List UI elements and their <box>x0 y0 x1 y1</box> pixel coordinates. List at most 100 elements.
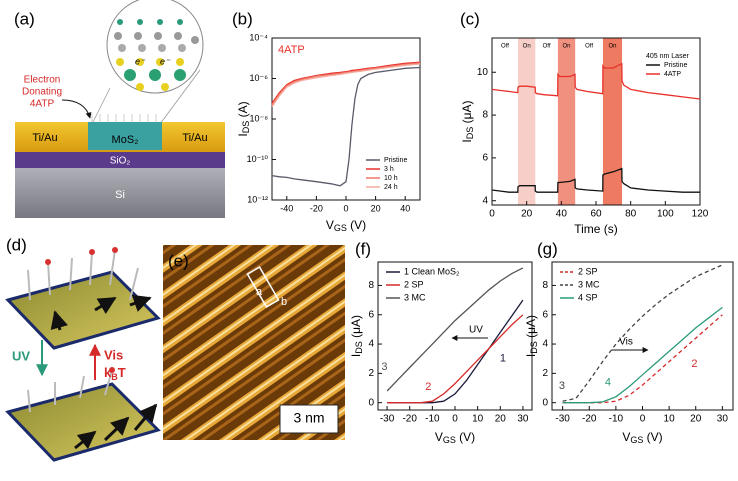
y-axis-label: IDS (μA) <box>460 100 475 142</box>
legend-title: 405 nm Laser <box>646 53 689 60</box>
series-line <box>562 314 723 404</box>
chart-title: 4ATP <box>278 44 305 56</box>
y-tick-label: 6 <box>482 153 488 164</box>
y-tick-label: 10⁻⁴ <box>249 32 268 42</box>
region-label: On <box>563 44 571 50</box>
x-tick-label: -30 <box>555 414 570 425</box>
layer-label: Ti/Au <box>32 132 57 144</box>
series-line <box>491 62 701 100</box>
laser-region <box>602 38 622 205</box>
panel-label: (f) <box>355 239 371 258</box>
scale-box <box>279 404 339 434</box>
y-tick-label: 10 <box>477 67 489 78</box>
y-axis-label: IDS (A) <box>236 101 251 136</box>
x-tick-label: 0 <box>640 414 646 425</box>
panel-d: (d) UV Vis kBT <box>5 235 161 462</box>
series-line <box>562 264 723 402</box>
x-tick-label: -20 <box>402 414 417 425</box>
series-line <box>387 314 524 404</box>
x-axis-label: VGS (V) <box>326 218 366 233</box>
y-tick-label: 2 <box>368 368 374 379</box>
panel-label: (a) <box>14 9 35 28</box>
curve-label: 1 <box>500 352 506 364</box>
x-axis-label-part: (V) <box>347 218 366 232</box>
chart: (b) -40 -20 0 20 40 10⁻¹² 10⁻¹⁰ 10⁻⁸ 10⁻⁶ 10⁻⁴ VGS … <box>232 9 421 233</box>
x-axis-label-part: GS <box>334 223 347 233</box>
series-line <box>271 62 421 106</box>
x-axis-label-part: V <box>622 430 630 444</box>
line-profile-box <box>246 266 280 308</box>
electron-label: e⁻ <box>160 56 171 66</box>
y-axis-label-part: I <box>460 139 474 142</box>
x-tick-label: 20 <box>495 414 507 425</box>
x-tick-label: 40 <box>400 203 410 213</box>
y-axis-label-part: DS <box>241 121 251 134</box>
curve-label: 2 <box>691 358 697 370</box>
x-axis-label: VGS (V) <box>435 430 475 445</box>
x-tick-label: 100 <box>657 209 674 220</box>
zoom-line <box>159 69 201 125</box>
x-tick-label: 60 <box>590 209 602 220</box>
region-label: On <box>523 44 531 50</box>
legend-label: 3 MC <box>578 279 600 289</box>
x-axis-label: Time (s) <box>574 222 618 236</box>
series-line <box>386 267 524 392</box>
uv-label: UV <box>12 348 30 363</box>
x-axis-label-part: (V) <box>643 430 662 444</box>
y-axis-label-part: (μA) <box>349 315 363 341</box>
annotation: UV <box>469 325 483 336</box>
y-tick-label: 0 <box>542 397 548 408</box>
molecules <box>27 249 139 413</box>
layer-label: MoS₂ <box>112 134 139 146</box>
region-label: Off <box>543 44 551 50</box>
plot-frame <box>271 37 421 201</box>
legend-label: 3 h <box>384 166 394 173</box>
series-line <box>271 63 421 108</box>
y-axis-label-part: (μA) <box>524 315 538 341</box>
y-tick-label: 4 <box>542 339 548 350</box>
legend-label: 2 SP <box>404 279 424 289</box>
y-tick-label: 2 <box>542 368 548 379</box>
annotation: Vis <box>619 337 633 348</box>
legend-label: 10 h <box>384 175 398 182</box>
y-axis-label-part: DS <box>465 127 475 140</box>
x-tick-label: -20 <box>582 414 597 425</box>
x-tick-label: -20 <box>310 203 323 213</box>
layer-label: SiO₂ <box>110 156 131 167</box>
legend-label: 24 h <box>384 184 398 191</box>
scale-label: 3 nm <box>293 410 324 426</box>
y-tick-label: 6 <box>368 309 374 320</box>
x-tick-label: 20 <box>521 209 533 220</box>
chart: (c) Off On Off On Off On 0 20 40 60 80 100 120 4 6 8 10 Ti… <box>460 9 709 236</box>
x-axis-label: VGS (V) <box>622 430 662 445</box>
legend-label: 4ATP <box>664 71 681 78</box>
molecules <box>91 114 157 122</box>
y-axis-label-part: DS <box>529 341 539 354</box>
curve-label: 2 <box>425 381 431 393</box>
point-label: b <box>281 296 287 308</box>
panel-a: (a) e⁻ e⁻ Electron Donating 4ATP Ti/Au M… <box>14 0 225 218</box>
thermal-k: k <box>104 365 112 380</box>
y-tick-label: 10⁻⁶ <box>250 73 269 83</box>
x-tick-label: 10 <box>664 414 676 425</box>
oxide-layer <box>15 152 225 168</box>
region-label: On <box>608 44 616 50</box>
y-axis-label-part: I <box>524 354 538 357</box>
y-axis-label: IDS (μA) <box>524 315 539 357</box>
y-tick-label: 6 <box>542 309 548 320</box>
y-axis-label-part: (A) <box>236 101 250 120</box>
x-axis-label-part: V <box>435 430 443 444</box>
vis-label: Vis <box>104 347 123 362</box>
y-tick-label: 0 <box>368 397 374 408</box>
x-tick-label: 0 <box>343 203 348 213</box>
x-axis-label-part: GS <box>443 435 456 445</box>
panel-label: (d) <box>6 235 27 254</box>
y-tick-label: 8 <box>542 280 548 291</box>
x-tick-label: 20 <box>690 414 702 425</box>
donor-label: Electron <box>24 75 61 86</box>
x-tick-label: -10 <box>609 414 624 425</box>
curve-label: 4 <box>605 377 611 389</box>
series-line <box>271 66 421 187</box>
laser-region <box>557 38 576 205</box>
y-tick-label: 10⁻⁸ <box>249 113 268 123</box>
